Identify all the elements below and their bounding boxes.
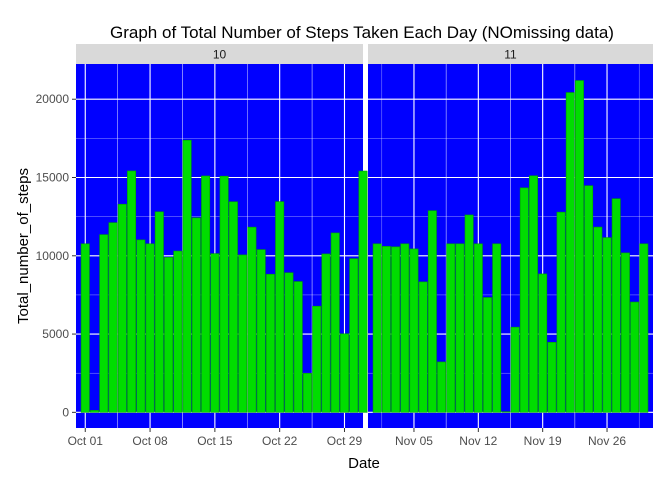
facet-panel-10: 10 Oct 01 Oct 08 Oct 15 Oct 22 Oct 29 (68, 44, 368, 448)
x-tick-label: Nov 19 (524, 434, 562, 448)
bar (284, 272, 294, 413)
bars-10 (80, 139, 368, 413)
bar (400, 243, 410, 413)
bar (293, 281, 303, 413)
bar (473, 243, 483, 413)
y-tick-label: 20000 (36, 92, 70, 106)
bar (265, 273, 275, 413)
bar (418, 281, 428, 413)
facet-strip-label-11: 11 (504, 48, 517, 62)
bar (538, 273, 548, 413)
bar (219, 175, 229, 413)
bar (164, 257, 174, 413)
bar (372, 243, 382, 413)
bar (455, 243, 465, 413)
bar (275, 201, 285, 413)
bar (437, 361, 446, 413)
bar (127, 170, 137, 413)
bar (154, 211, 164, 413)
bar (358, 170, 368, 413)
bar (340, 333, 349, 413)
bar (99, 234, 109, 413)
x-tick-label: Oct 15 (197, 434, 233, 448)
bar (575, 80, 584, 413)
bar (182, 139, 192, 413)
bar (321, 253, 331, 413)
bar (639, 243, 649, 413)
bar (602, 237, 612, 413)
x-ticks-11: Nov 05 Nov 12 Nov 19 Nov 26 (395, 428, 626, 448)
y-axis-title: Total_number_of_steps (15, 168, 32, 324)
bar (501, 411, 511, 413)
bar (630, 301, 640, 413)
y-tick-label: 15000 (36, 171, 70, 185)
bar (80, 243, 90, 413)
bar (247, 226, 257, 413)
bar (556, 211, 566, 413)
x-tick-label: Nov 05 (395, 434, 433, 448)
x-ticks-10: Oct 01 Oct 08 Oct 15 Oct 22 Oct 29 (68, 428, 363, 448)
bars-11 (372, 80, 649, 413)
bar (90, 410, 99, 413)
x-tick-label: Nov 12 (459, 434, 497, 448)
x-tick-label: Nov 26 (588, 434, 626, 448)
facet-strip-10 (76, 44, 363, 64)
bar (201, 175, 211, 413)
x-tick-label: Oct 01 (68, 434, 104, 448)
y-tick-label: 5000 (42, 327, 69, 341)
bar (519, 187, 529, 413)
bar (620, 252, 630, 413)
bar (446, 243, 456, 413)
bar (492, 243, 502, 413)
bar (228, 201, 238, 413)
bar (529, 175, 538, 413)
bar (312, 305, 322, 413)
bar (611, 198, 621, 413)
facet-strip-11 (368, 44, 653, 64)
bar (173, 250, 183, 413)
chart-title: Graph of Total Number of Steps Taken Eac… (110, 23, 614, 42)
facet-strip-label-10: 10 (213, 48, 227, 62)
facet-panel-11: 11 Nov 05 Nov 12 Nov 19 Nov 26 (368, 44, 653, 448)
bar (584, 185, 594, 413)
bar (409, 248, 419, 413)
bar (593, 226, 603, 413)
bar (464, 214, 474, 413)
bar (108, 222, 118, 413)
bar (349, 258, 359, 413)
bar (117, 203, 127, 413)
bar (302, 373, 312, 413)
bar (191, 217, 201, 413)
bar (565, 92, 575, 413)
y-axis-ticks: 0 5000 10000 15000 20000 (36, 92, 76, 419)
y-tick-label: 10000 (36, 249, 70, 263)
bar (547, 342, 557, 413)
gridlines-10 (76, 64, 363, 428)
bar (238, 254, 248, 413)
x-axis-title: Date (348, 455, 380, 472)
bar (391, 246, 401, 413)
bar (427, 210, 437, 413)
bar (483, 297, 492, 413)
bar (136, 239, 146, 413)
y-tick-label: 0 (62, 405, 69, 419)
bar (256, 249, 266, 413)
bar (145, 243, 155, 413)
x-tick-label: Oct 08 (132, 434, 168, 448)
bar (510, 326, 520, 413)
bar (210, 253, 220, 413)
bar (381, 246, 391, 413)
x-tick-label: Oct 22 (262, 434, 298, 448)
x-tick-label: Oct 29 (327, 434, 363, 448)
bar (330, 232, 340, 413)
